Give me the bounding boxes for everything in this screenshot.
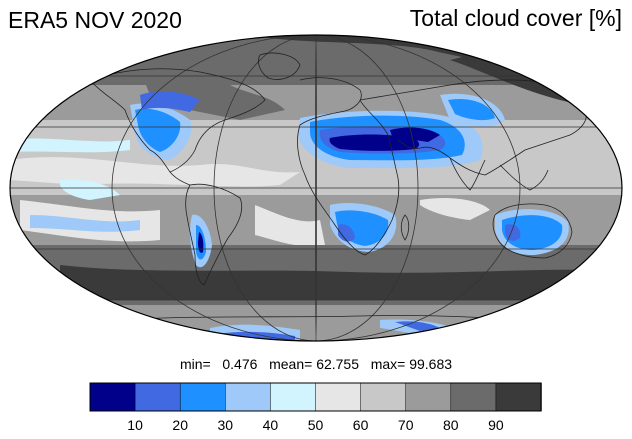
- colorbar-bin-4: [225, 382, 272, 412]
- south-pacific-blue: [30, 215, 140, 232]
- colorbar-bin-6: [315, 382, 362, 412]
- colorbar-frame: [89, 382, 542, 412]
- colorbar-tick-label: 80: [443, 417, 459, 433]
- colorbar-bin-2: [134, 382, 181, 412]
- colorbar-tick-label: 50: [308, 417, 324, 433]
- colorbar-ticks: 10 20 30 40 50 60 70 80 90: [127, 417, 504, 433]
- colorbar-tick-label: 20: [172, 417, 188, 433]
- colorbar: 10 20 30 40 50 60 70 80 90: [89, 382, 542, 433]
- east-pacific-light: [60, 179, 120, 200]
- south-america-clear-core: [198, 232, 204, 253]
- asia-clear-mid: [448, 98, 495, 121]
- colorbar-tick-label: 90: [488, 417, 504, 433]
- colorbar-bin-1: [89, 382, 136, 412]
- colorbar-bin-7: [360, 382, 407, 412]
- cloud-field: [10, 35, 622, 341]
- colorbar-bin-3: [179, 382, 227, 412]
- map-title-left: ERA5 NOV 2020: [8, 7, 182, 33]
- stats-line: min= 0.476 mean= 62.755 max= 99.683: [0, 355, 632, 373]
- colorbar-tick-label: 30: [218, 417, 234, 433]
- north-atlantic-cloud: [140, 70, 285, 120]
- stat-min-label: min=: [179, 356, 211, 372]
- antarctic-band: [10, 305, 622, 341]
- cloud-cover-map: [9, 34, 623, 342]
- colorbar-tick-label: 10: [127, 417, 143, 433]
- stat-mean-label: mean=: [269, 356, 313, 372]
- southern-ocean-dark: [60, 265, 600, 300]
- itcz-light-band: [10, 157, 300, 187]
- mexico-clear-mid: [135, 108, 181, 152]
- stat-max-value: 99.683: [409, 356, 453, 372]
- stat-max-label: max=: [370, 356, 406, 372]
- south-atlantic-light: [255, 205, 325, 247]
- australia-clear-core: [505, 224, 521, 241]
- north-america-west-clear: [140, 91, 200, 112]
- arabia-clear-core: [390, 127, 440, 142]
- southern-africa-clear-core: [338, 224, 355, 242]
- australia-clear-mid: [502, 215, 563, 250]
- colorbar-tick-label: 70: [398, 417, 414, 433]
- colorbar-bins: [89, 382, 542, 412]
- stat-mean-value: 62.755: [316, 356, 360, 372]
- colorbar-tick-label: 60: [353, 417, 369, 433]
- colorbar-bin-5: [270, 382, 317, 412]
- colorbar-tick-label: 40: [263, 417, 279, 433]
- globe-outline: [9, 34, 623, 342]
- map-title-right: Total cloud cover [%]: [409, 5, 622, 31]
- indian-ocean-light: [420, 198, 490, 220]
- colorbar-bin-9: [450, 382, 497, 412]
- colorbar-bin-8: [405, 382, 452, 412]
- sahara-clear-core: [329, 134, 420, 151]
- antarctica-clear-4: [395, 321, 440, 331]
- colorbar-bin-10: [495, 382, 542, 412]
- stat-min-value: 0.476: [222, 356, 258, 372]
- pacific-tropic-light: [10, 138, 130, 153]
